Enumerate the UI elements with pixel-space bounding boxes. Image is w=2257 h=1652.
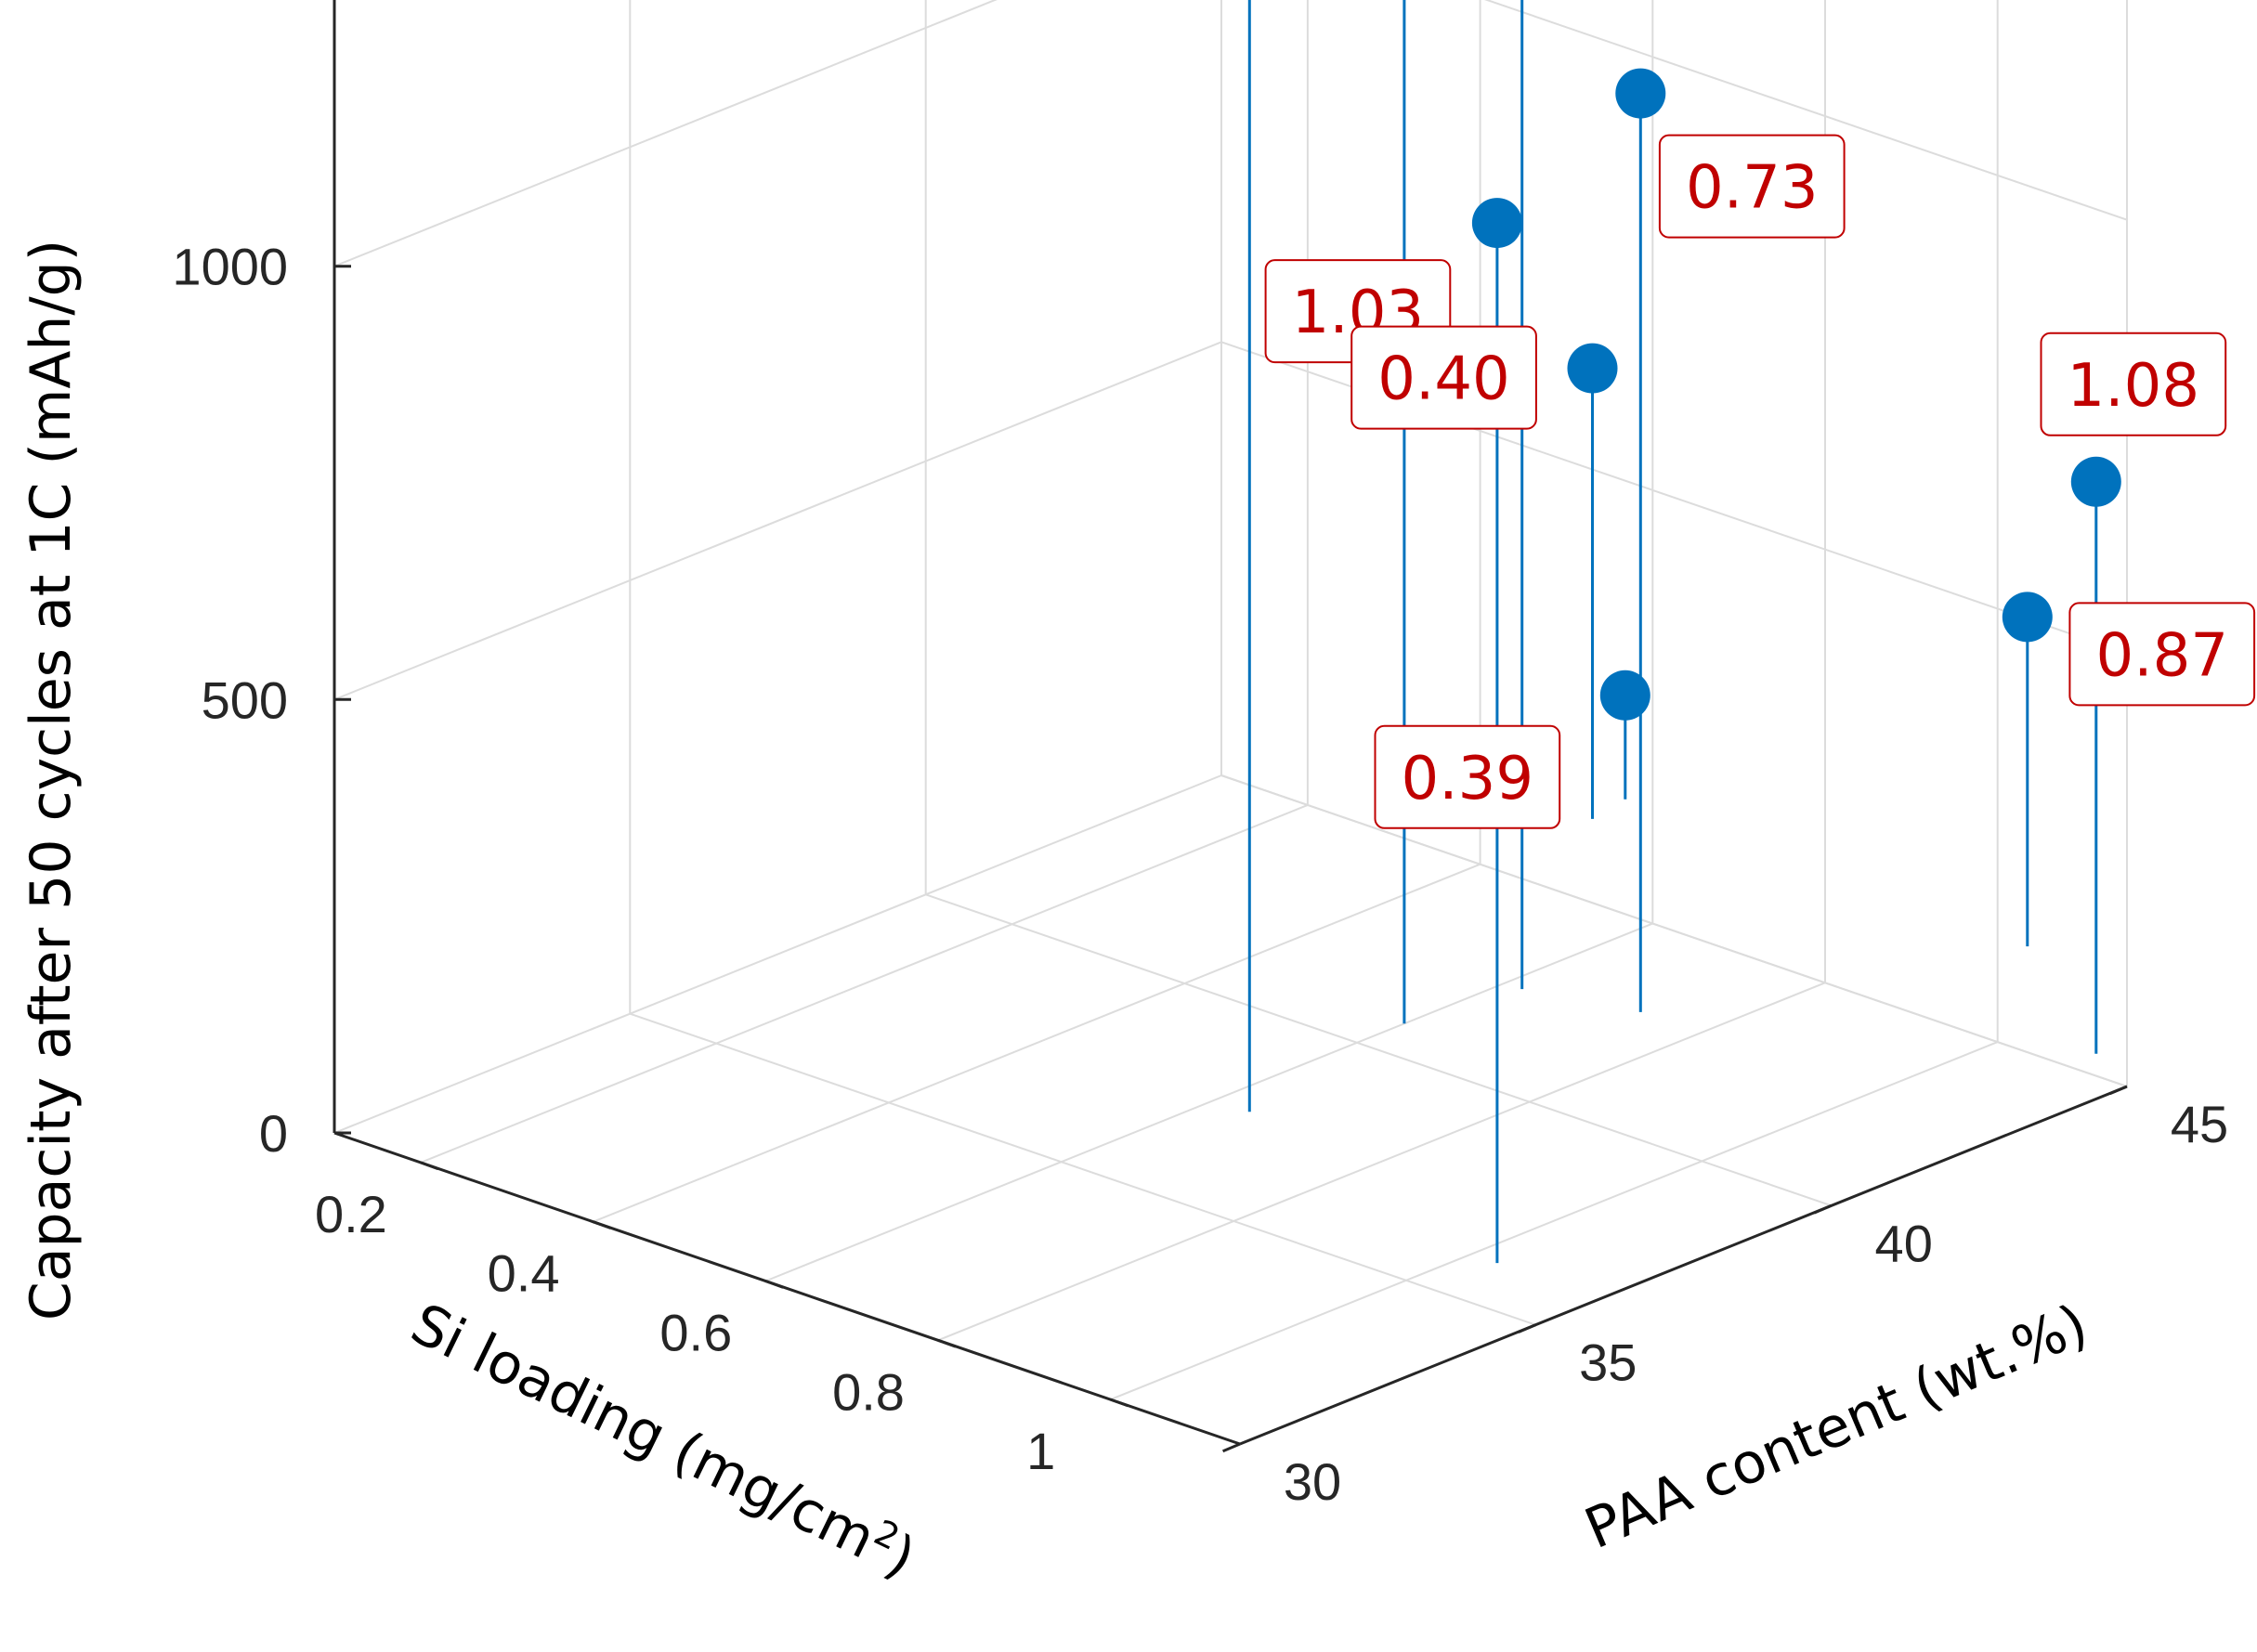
plot-box-grid	[333, 0, 2128, 1445]
y-tick-label: 30	[1284, 1452, 1341, 1511]
grid-line-y-floor	[1220, 774, 2128, 1087]
annotation-box	[2068, 602, 2256, 707]
grid-line-z-right	[333, 0, 998, 267]
y-tick-mark	[1518, 1323, 1536, 1333]
grid-line-y-floor	[629, 1012, 1536, 1326]
z-tick-label: 500	[202, 670, 288, 729]
y-tick-label: 40	[1875, 1214, 1933, 1272]
x-tick-mark	[420, 1161, 439, 1171]
marker-0.87	[2002, 592, 2053, 643]
annotation-0.73: 0.73	[1658, 134, 1846, 239]
x-tick-mark	[593, 1220, 611, 1229]
y-tick-mark	[2109, 1085, 2128, 1096]
x-axis-line	[333, 1131, 1241, 1446]
grid-line-z-right	[333, 341, 1222, 701]
y-tick-label: 45	[2171, 1095, 2228, 1153]
data-stems	[1247, 0, 2098, 1264]
marker-1.03	[1471, 198, 1522, 249]
annotation-label: 0.73	[1686, 154, 1819, 223]
z-tick-label: 1000	[172, 238, 288, 296]
annotation-box	[1658, 134, 1846, 239]
annotation-label: 0.39	[1402, 745, 1534, 813]
y-axis-line	[1239, 1085, 2128, 1446]
x-tick-mark	[1110, 1398, 1129, 1408]
y-axis-title: PAA content (wt.%)	[1576, 1292, 2097, 1562]
y-tick-mark	[1222, 1442, 1241, 1453]
annotation-0.87: 0.87	[2068, 602, 2256, 707]
marker-0.39	[1599, 670, 1650, 721]
annotation-0.39: 0.39	[1374, 724, 1561, 829]
grid-line-z-right	[333, 774, 1222, 1134]
grid-line-z-left	[1484, 0, 2128, 221]
x-axis-title-main: Si loading (mg/cm	[401, 1292, 885, 1572]
annotation-1.08: 1.08	[2040, 332, 2227, 436]
x-tick-label: 1	[1026, 1422, 1055, 1480]
grid-line-x-floor	[593, 863, 1481, 1223]
grid-line-x-floor	[937, 982, 1826, 1342]
annotation-label: 1.08	[2068, 352, 2200, 421]
y-tick-label: 35	[1579, 1333, 1637, 1392]
annotation-label: 0.87	[2096, 621, 2229, 690]
marker-1.08	[2070, 456, 2121, 507]
annotation-box	[1374, 724, 1561, 829]
plot-axes	[333, 0, 2128, 1453]
grid-line-x-floor	[420, 803, 1309, 1164]
data-markers	[1471, 68, 2121, 721]
z-tick-label: 0	[259, 1104, 288, 1163]
grid-line-x-floor	[764, 922, 1653, 1282]
marker-0.40	[1567, 343, 1618, 394]
y-tick-mark	[1813, 1203, 1833, 1215]
marker-0.73	[1615, 68, 1666, 119]
x-tick-label: 0.8	[832, 1362, 905, 1421]
data-annotations: 0.641.030.600.620.731.081.150.400.870.39	[1264, 134, 2256, 829]
annotation-box	[1350, 325, 1537, 430]
x-tick-label: 0.2	[315, 1185, 387, 1243]
grid-line-y-floor	[925, 893, 1833, 1207]
annotation-0.40: 0.40	[1350, 325, 1537, 430]
grid-line-x-floor	[1110, 1041, 1999, 1401]
z-axis-title: Capacity after 50 cycles at 1C (mAh/g)	[19, 240, 84, 1320]
annotation-box	[2040, 332, 2227, 436]
x-tick-label: 0.6	[659, 1304, 732, 1362]
x-tick-label: 0.4	[488, 1244, 560, 1303]
x-tick-mark	[764, 1280, 784, 1289]
annotation-label: 0.40	[1377, 345, 1510, 414]
x-tick-mark	[937, 1338, 957, 1348]
